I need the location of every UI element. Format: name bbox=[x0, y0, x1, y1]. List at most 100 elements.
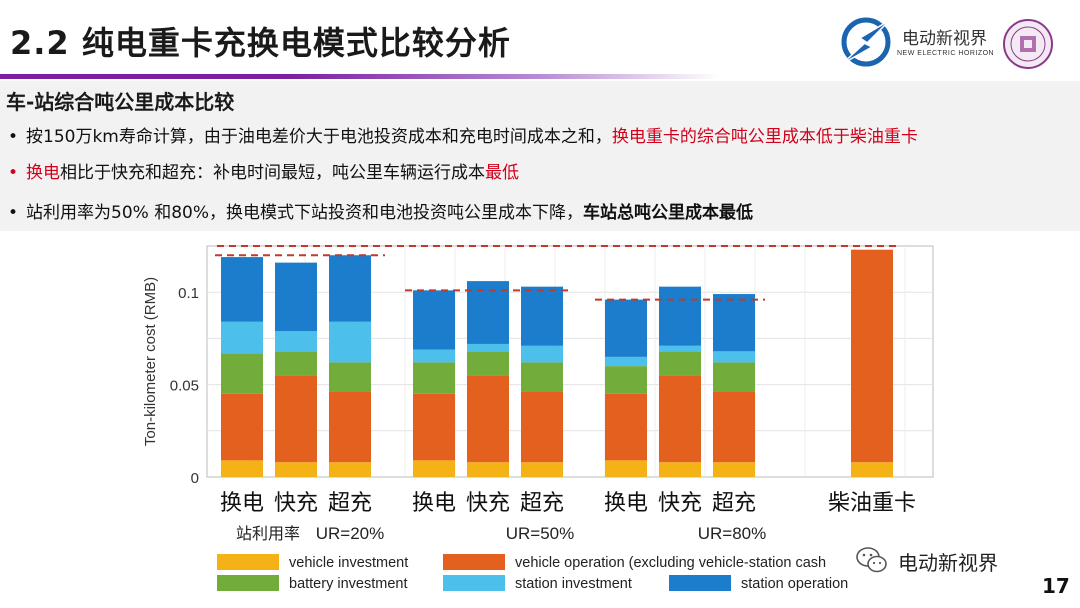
bullet-1: • 按150万km寿命计算，由于油电差价大于电池投资成本和充电时间成本之和，换电重… bbox=[8, 122, 918, 147]
bar-segment bbox=[467, 281, 509, 344]
x-category-label: 柴油重卡 bbox=[828, 491, 916, 516]
legend-label: station investment bbox=[515, 576, 632, 592]
bar-segment bbox=[521, 286, 563, 346]
x-category-label: 换电 bbox=[604, 491, 648, 516]
y-tick-label: 0 bbox=[191, 470, 199, 487]
bar-segment bbox=[329, 391, 371, 463]
page-title: 2.2 纯电重卡充换电模式比较分析 bbox=[10, 24, 511, 62]
legend-swatch bbox=[217, 554, 279, 570]
group-label: UR=50% bbox=[506, 524, 575, 543]
plot-area bbox=[206, 245, 934, 478]
bar-segment bbox=[713, 462, 755, 477]
legend-swatch bbox=[669, 575, 731, 591]
bar-segment bbox=[659, 286, 701, 346]
bar-segment bbox=[605, 460, 647, 477]
bar-segment bbox=[521, 345, 563, 363]
legend-label: battery investment bbox=[289, 576, 407, 592]
bullet-3-text: 站利用率为50% 和80%，换电模式下站投资和电池投资吨公里成本下降， bbox=[26, 203, 583, 223]
x-category-label: 换电 bbox=[412, 491, 456, 516]
bullet-2-highlight-end: 最低 bbox=[485, 163, 519, 183]
section-subtitle: 车-站综合吨公里成本比较 bbox=[6, 90, 235, 114]
legend-label: vehicle operation (excluding vehicle-sta… bbox=[515, 555, 826, 571]
title-underline bbox=[0, 74, 720, 79]
bullet-3: • 站利用率为50% 和80%，换电模式下站投资和电池投资吨公里成本下降，车站总吨… bbox=[8, 198, 753, 223]
bar-segment bbox=[221, 460, 263, 477]
bullet-dot: • bbox=[8, 203, 19, 223]
bar-segment bbox=[329, 362, 371, 392]
university-seal-icon bbox=[1003, 19, 1053, 69]
bar-segment bbox=[851, 462, 893, 477]
bar-segment bbox=[467, 462, 509, 477]
page-number: 17 bbox=[1042, 574, 1070, 598]
bar-segment bbox=[275, 351, 317, 376]
bar-segment bbox=[275, 331, 317, 352]
group-label: UR=80% bbox=[698, 524, 767, 543]
bar-segment bbox=[659, 345, 701, 352]
bar-segment bbox=[467, 343, 509, 352]
bar-segment bbox=[605, 393, 647, 461]
legend-label: vehicle investment bbox=[289, 555, 408, 571]
bullet-2-text: 相比于快充和超充：补电时间最短，吨公里车辆运行成本 bbox=[60, 163, 485, 183]
bar-segment bbox=[275, 262, 317, 332]
bar-segment bbox=[605, 356, 647, 367]
x-category-label: 快充 bbox=[658, 491, 702, 516]
bar-segment bbox=[413, 290, 455, 350]
bar-segment bbox=[329, 462, 371, 477]
x-category-label: 快充 bbox=[274, 491, 318, 516]
legend-swatch bbox=[217, 575, 279, 591]
bar-segment bbox=[521, 391, 563, 463]
bar-segment bbox=[713, 294, 755, 352]
bar-segment bbox=[275, 375, 317, 463]
group-label: UR=20% bbox=[316, 524, 385, 543]
bar-segment bbox=[467, 375, 509, 463]
bar-segment bbox=[659, 462, 701, 477]
y-axis-label: Ton-kilometer cost (RMB) bbox=[142, 277, 159, 446]
x-category-label: 超充 bbox=[328, 491, 372, 516]
bar-segment bbox=[467, 351, 509, 376]
bar-segment bbox=[605, 366, 647, 394]
bar-segment bbox=[521, 362, 563, 392]
bar-segment bbox=[713, 391, 755, 463]
bar-segment bbox=[275, 462, 317, 477]
bar-segment bbox=[851, 249, 893, 463]
brand-name-en: NEW ELECTRIC HORIZON bbox=[897, 50, 995, 57]
summary-panel bbox=[0, 81, 1080, 231]
bar-segment bbox=[329, 255, 371, 322]
bar-segment bbox=[713, 351, 755, 363]
bar-segment bbox=[221, 321, 263, 354]
bar-segment bbox=[659, 375, 701, 463]
bar-segment bbox=[713, 362, 755, 392]
brand-name: 电动新视界 bbox=[902, 29, 987, 49]
bullet-2: • 换电相比于快充和超充：补电时间最短，吨公里车辆运行成本最低 bbox=[8, 158, 519, 183]
bullet-3-bold: 车站总吨公里成本最低 bbox=[582, 203, 753, 223]
legend-label: station operation bbox=[741, 576, 848, 592]
bar-segment bbox=[413, 460, 455, 477]
bar-segment bbox=[605, 299, 647, 357]
bar-segment bbox=[329, 321, 371, 363]
bar-segment bbox=[413, 349, 455, 363]
bullet-dot: • bbox=[8, 127, 19, 147]
bar-segment bbox=[221, 353, 263, 394]
bar-segment bbox=[413, 362, 455, 394]
x-category-label: 超充 bbox=[712, 491, 756, 516]
bullet-1-highlight: 换电重卡的综合吨公里成本低于柴油重卡 bbox=[611, 127, 918, 147]
group-prefix-label: 站利用率 bbox=[236, 524, 300, 543]
bar-segment bbox=[221, 393, 263, 461]
bar-segment bbox=[413, 393, 455, 461]
wechat-icon bbox=[856, 547, 887, 573]
x-category-label: 换电 bbox=[220, 491, 264, 516]
x-category-label: 超充 bbox=[520, 491, 564, 516]
bullet-2-highlight: 换电 bbox=[26, 163, 60, 183]
legend-swatch bbox=[443, 554, 505, 570]
bar-segment bbox=[521, 462, 563, 477]
bar-segment bbox=[221, 257, 263, 322]
brand-logo-icon bbox=[841, 17, 891, 67]
y-tick-label: 0.1 bbox=[178, 285, 199, 302]
y-tick-label: 0.05 bbox=[170, 378, 199, 395]
wechat-account-name: 电动新视界 bbox=[898, 551, 998, 575]
bar-segment bbox=[659, 351, 701, 376]
legend-swatch bbox=[443, 575, 505, 591]
x-category-label: 快充 bbox=[466, 491, 510, 516]
bullet-dot: • bbox=[8, 163, 19, 183]
bullet-1-text: 按150万km寿命计算，由于油电差价大于电池投资成本和充电时间成本之和， bbox=[26, 127, 612, 147]
